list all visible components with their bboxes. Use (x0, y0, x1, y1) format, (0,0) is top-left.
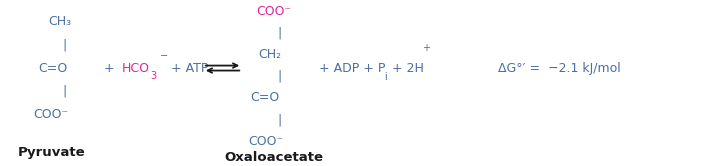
Text: |: | (62, 38, 67, 51)
Text: |: | (277, 113, 282, 126)
Text: 3: 3 (150, 71, 157, 81)
Text: HCO: HCO (122, 62, 150, 75)
Text: CH₂: CH₂ (259, 48, 282, 61)
Text: i: i (384, 72, 387, 82)
Text: + ADP + P: + ADP + P (319, 62, 386, 75)
Text: +: + (422, 43, 430, 53)
Text: Pyruvate: Pyruvate (18, 146, 85, 159)
Text: +: + (103, 62, 114, 75)
Text: ΔG°′ =  −2.1 kJ/mol: ΔG°′ = −2.1 kJ/mol (498, 62, 621, 75)
Text: COO⁻: COO⁻ (248, 135, 283, 148)
Text: CH₃: CH₃ (48, 15, 71, 28)
Text: Oxaloacetate: Oxaloacetate (224, 151, 324, 164)
Text: + 2H: + 2H (392, 62, 424, 75)
Text: COO⁻: COO⁻ (34, 108, 69, 121)
Text: −: − (160, 51, 168, 61)
Text: + ATP: + ATP (171, 62, 208, 75)
Text: C=O: C=O (251, 91, 280, 104)
Text: |: | (62, 85, 67, 98)
Text: |: | (277, 70, 282, 83)
Text: COO⁻: COO⁻ (256, 5, 291, 18)
Text: C=O: C=O (38, 62, 67, 75)
Text: |: | (277, 27, 282, 40)
